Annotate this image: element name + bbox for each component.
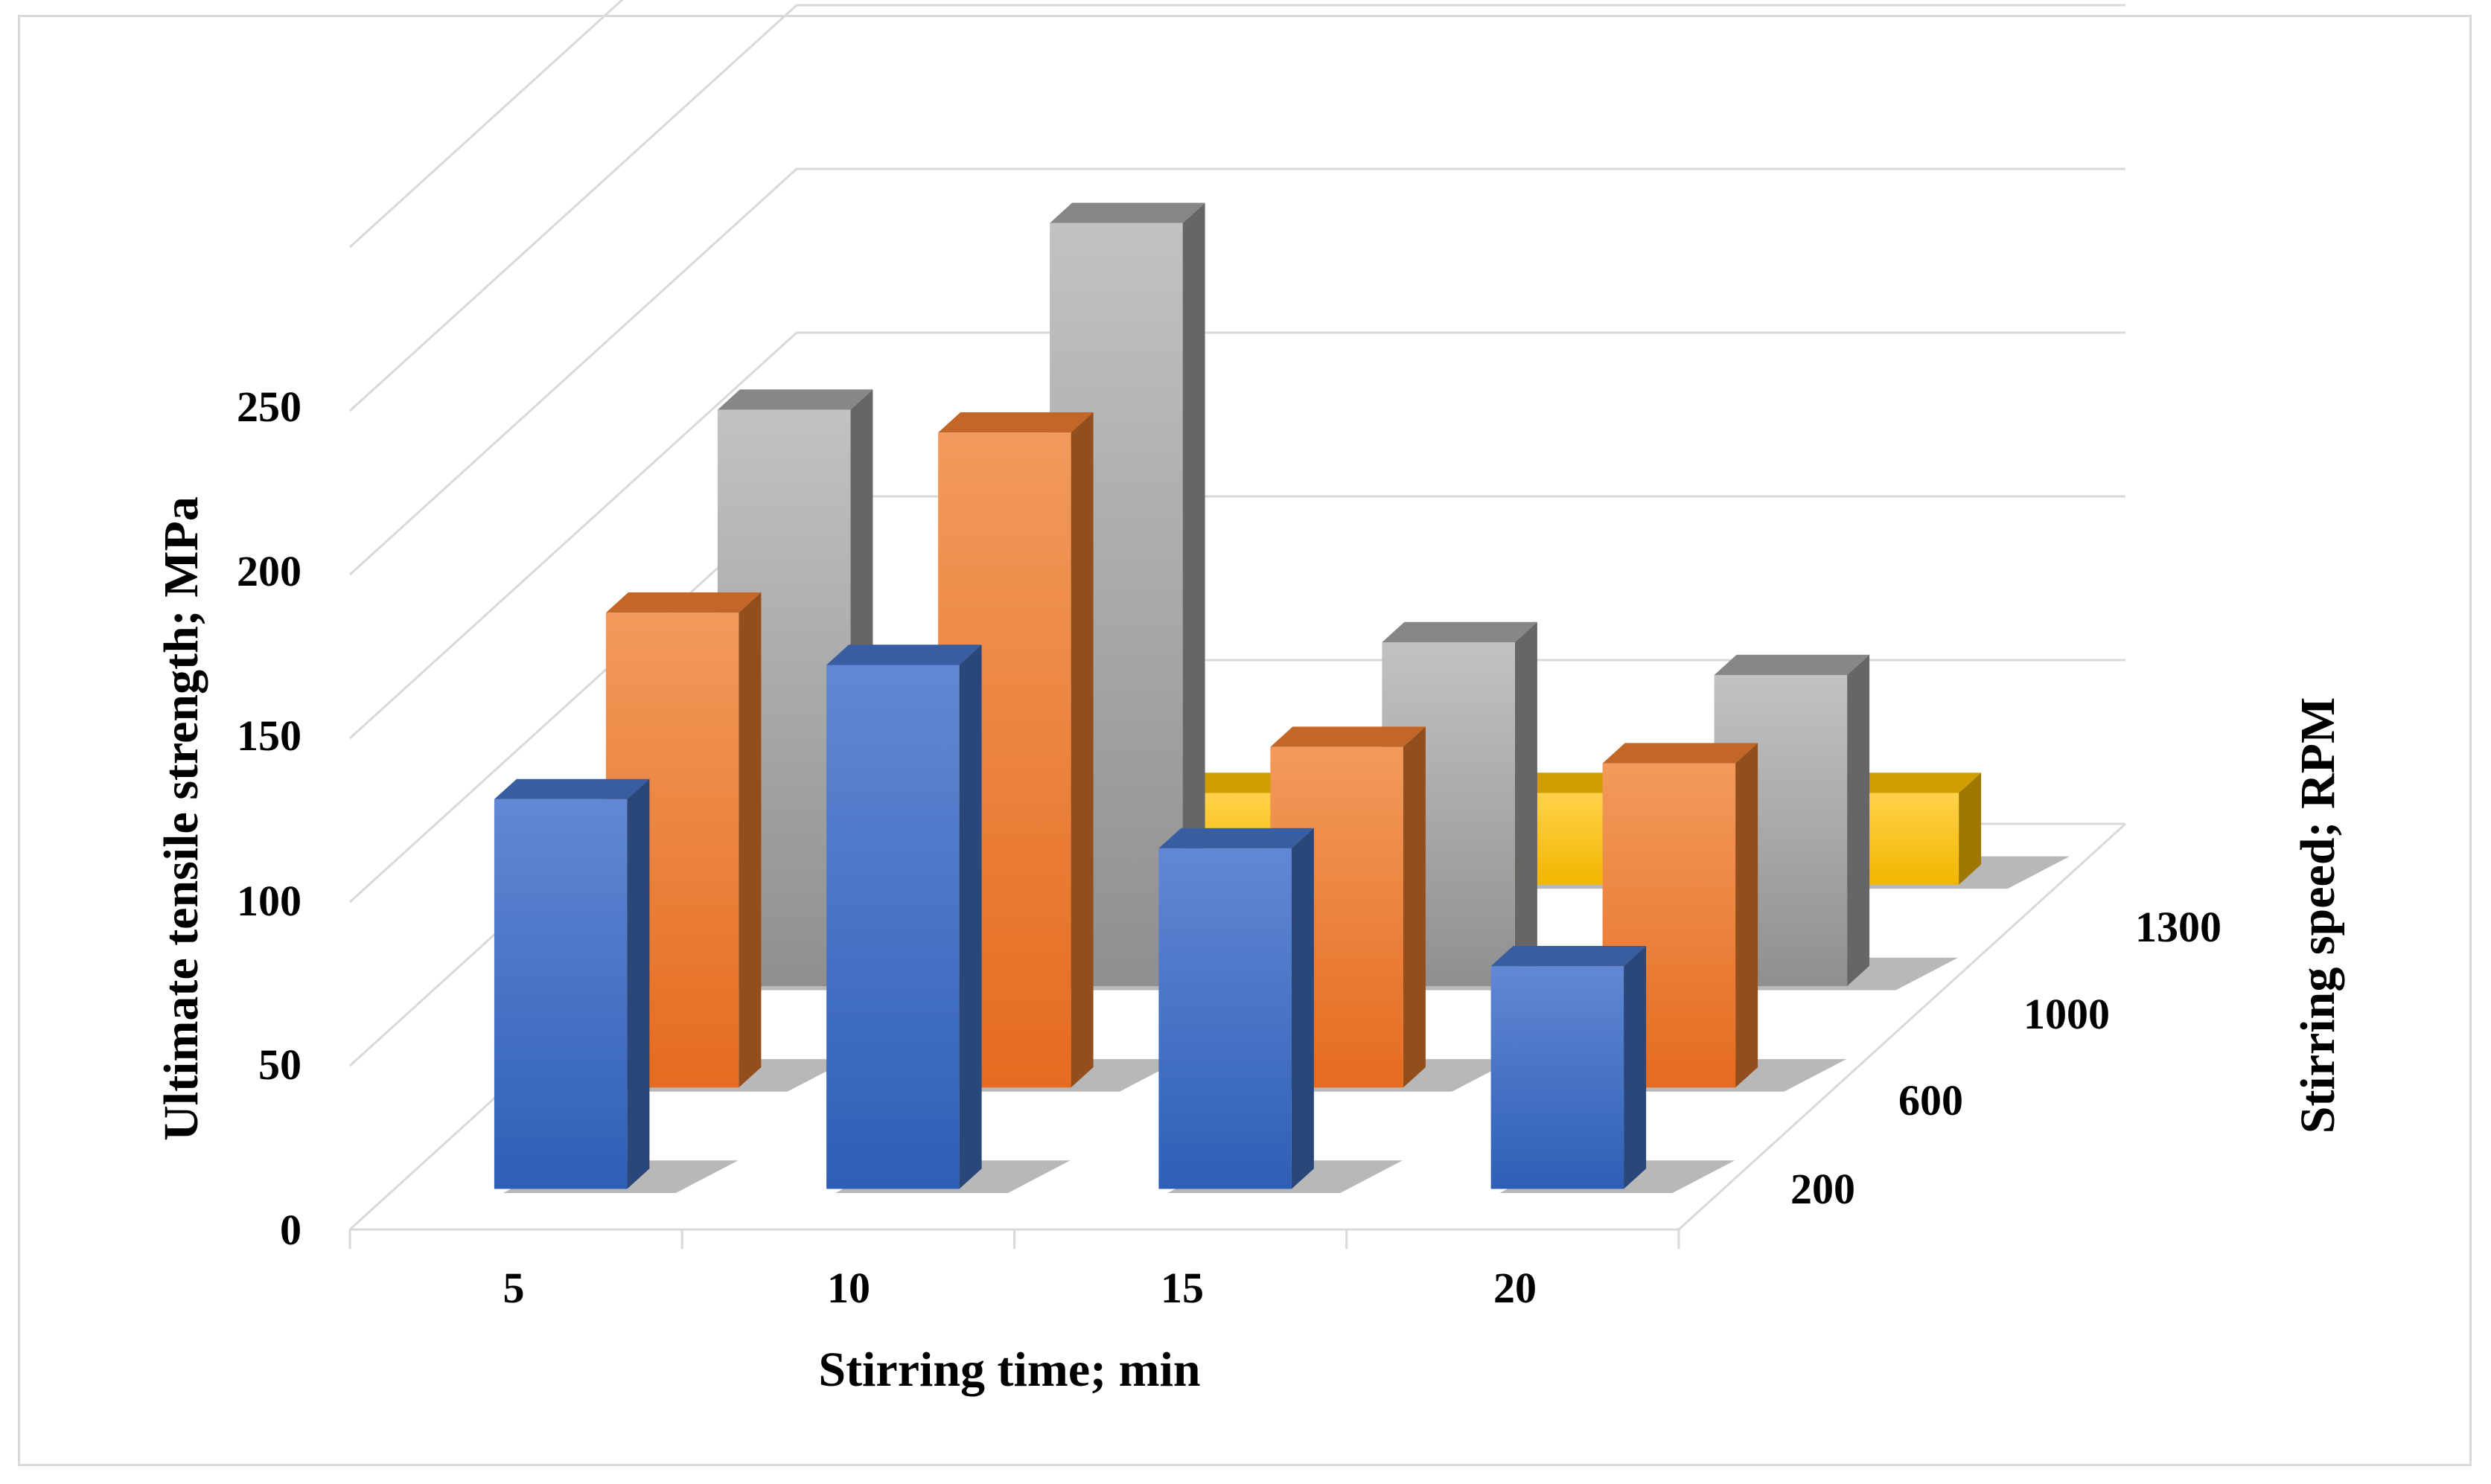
bar-top bbox=[1158, 828, 1314, 848]
chart-frame bbox=[18, 15, 2472, 1466]
bar-200-10 bbox=[826, 645, 1071, 1193]
bar-top bbox=[826, 645, 982, 665]
bar-top bbox=[1382, 621, 1537, 642]
chart-floor bbox=[348, 822, 2127, 1249]
depth-tick-label: 1000 bbox=[2023, 990, 2110, 1038]
bar-top bbox=[605, 592, 762, 613]
y-tick-label: 0 bbox=[280, 1206, 302, 1254]
bar-side bbox=[627, 778, 650, 1189]
bar-200-20 bbox=[1490, 946, 1735, 1193]
bar-top bbox=[938, 412, 1094, 433]
depth-tick-label: 1300 bbox=[2135, 903, 2222, 951]
bar-front bbox=[1490, 966, 1624, 1189]
bar-side bbox=[1514, 621, 1537, 986]
gridline bbox=[348, 167, 2125, 576]
bar-top bbox=[1270, 726, 1426, 747]
bar-front bbox=[1158, 848, 1292, 1189]
x-tick-label: 5 bbox=[503, 1264, 525, 1312]
bar-side bbox=[1291, 828, 1314, 1189]
y-tick-label: 150 bbox=[237, 711, 302, 760]
y-tick-label: 100 bbox=[237, 877, 302, 925]
x-axis-ticks: 5 10 15 20 bbox=[503, 1264, 1537, 1312]
bar-top bbox=[494, 778, 650, 799]
y-axis-ticks: 0 50 100 150 200 250 bbox=[237, 383, 302, 1254]
bar-top bbox=[717, 389, 873, 410]
depth-tick-label: 200 bbox=[1790, 1165, 1855, 1213]
bar-side bbox=[1182, 202, 1205, 986]
bar-front bbox=[494, 799, 628, 1189]
bar-side bbox=[959, 645, 982, 1189]
depth-axis-title: Stirring speed; RPM bbox=[2291, 697, 2345, 1134]
bar-side bbox=[1959, 773, 1982, 885]
bar-side bbox=[1403, 726, 1426, 1088]
y-tick-label: 200 bbox=[237, 547, 302, 595]
y-tick-label: 250 bbox=[237, 383, 302, 431]
bar-top bbox=[1490, 946, 1647, 967]
bar-200-15 bbox=[1158, 828, 1403, 1193]
bar-side bbox=[739, 592, 762, 1088]
y-axis-title: Ultimate tensile strength; MPa bbox=[154, 496, 208, 1141]
depth-tick-label: 600 bbox=[1898, 1076, 1963, 1125]
gridline bbox=[348, 0, 624, 249]
bar-front bbox=[826, 665, 960, 1189]
x-tick-label: 20 bbox=[1493, 1264, 1537, 1312]
bar-top bbox=[1714, 654, 1870, 675]
bar-side bbox=[1847, 654, 1870, 986]
gridline bbox=[348, 4, 2125, 412]
gridline bbox=[348, 331, 2125, 740]
bar-top bbox=[1602, 743, 1758, 764]
y-tick-label: 50 bbox=[258, 1040, 302, 1089]
bars bbox=[494, 202, 2070, 1193]
x-tick-label: 15 bbox=[1161, 1264, 1204, 1312]
bar-top bbox=[1050, 202, 1205, 223]
x-tick-label: 10 bbox=[827, 1264, 870, 1312]
bar-side bbox=[1624, 946, 1647, 1189]
depth-axis-ticks: 200 600 1000 1300 bbox=[1790, 903, 2222, 1213]
x-axis-title: Stirring time; min bbox=[818, 1343, 1200, 1397]
bar-600-20 bbox=[1602, 743, 1847, 1092]
bar-200-5 bbox=[494, 778, 739, 1193]
bar-side bbox=[1735, 743, 1758, 1088]
bar-side bbox=[1071, 412, 1094, 1088]
